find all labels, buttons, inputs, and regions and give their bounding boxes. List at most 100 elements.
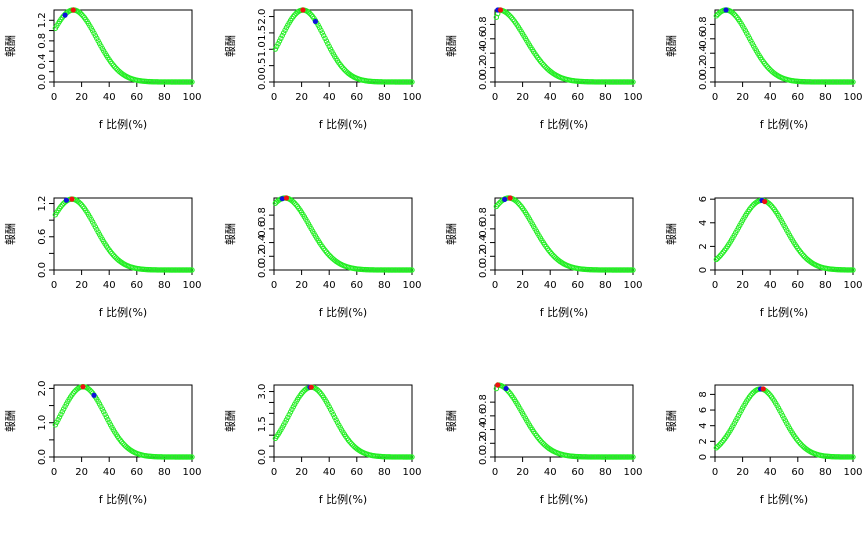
data-point xyxy=(316,24,323,31)
data-point xyxy=(630,79,636,85)
x-tick-label: 80 xyxy=(158,92,171,103)
chart-svg: 0 20 40 60 80 100 0.00.20.40.60.8 f 比例(%) 報酬 xyxy=(665,7,863,131)
x-axis-title: f 比例(%) xyxy=(540,117,588,131)
x-tick-label: 40 xyxy=(764,92,777,103)
x-tick-label: 0 xyxy=(271,280,277,291)
x-tick-label: 80 xyxy=(599,467,612,478)
data-point xyxy=(326,404,332,410)
chart-svg: 0 20 40 60 80 100 0.0 1.0 2.0 f 比例(%) 報酬 xyxy=(4,380,202,506)
y-tick-label: 0.8 xyxy=(257,207,268,223)
x-tick-label: 0 xyxy=(492,467,498,478)
x-tick-label: 20 xyxy=(75,467,88,478)
x-tick-label: 60 xyxy=(350,280,363,291)
data-point xyxy=(850,454,856,460)
x-tick-label: 40 xyxy=(323,467,336,478)
y-tick-label: 0.6 xyxy=(478,221,489,237)
data-point xyxy=(850,79,856,85)
y-tick-label: 0.2 xyxy=(698,60,709,76)
chart-panel-10: 0 20 40 60 80 100 0.0 1.5 3.0 f 比例(%) 報酬 xyxy=(220,375,437,546)
x-axis-title: f 比例(%) xyxy=(760,305,808,319)
y-axis-title: 報酬 xyxy=(665,223,678,245)
y-tick-label: 0.8 xyxy=(37,33,48,49)
y-tick-label: 0.2 xyxy=(478,248,489,264)
x-tick-label: 80 xyxy=(158,467,171,478)
data-point xyxy=(778,410,784,416)
data-point xyxy=(540,61,547,68)
x-tick-label: 60 xyxy=(350,92,363,103)
data-point xyxy=(734,415,740,421)
data-point xyxy=(797,441,804,447)
data-point xyxy=(103,414,110,420)
data-point xyxy=(58,411,64,418)
x-tick-label: 0 xyxy=(51,280,57,291)
x-axis-title: f 比例(%) xyxy=(319,305,367,319)
x-tick-label: 0 xyxy=(492,92,498,103)
data-point xyxy=(319,30,326,36)
data-point xyxy=(766,200,772,207)
x-tick-label: 20 xyxy=(295,92,308,103)
chart-svg: 0 20 40 60 80 100 0.0 0.6 1.2 f 比例(%) 報酬 xyxy=(4,196,202,319)
data-point xyxy=(100,409,107,415)
x-tick-label: 0 xyxy=(271,92,277,103)
data-point xyxy=(348,440,354,447)
x-tick-label: 20 xyxy=(75,280,88,291)
x-tick-label: 100 xyxy=(843,280,862,291)
y-tick-label: 0.6 xyxy=(478,408,489,424)
y-tick-label: 8 xyxy=(698,391,709,397)
x-tick-label: 20 xyxy=(295,467,308,478)
x-tick-label: 60 xyxy=(130,92,143,103)
highlight-point-red xyxy=(495,382,501,388)
data-point xyxy=(541,63,548,69)
y-tick-label: 0.4 xyxy=(37,53,48,69)
data-point xyxy=(59,409,65,415)
x-tick-label: 60 xyxy=(571,280,584,291)
plot-frame xyxy=(53,197,193,271)
y-axis-title: 報酬 xyxy=(224,223,237,245)
x-tick-label: 60 xyxy=(571,92,584,103)
highlight-point-blue xyxy=(63,197,70,203)
highlight-point-red xyxy=(283,195,290,201)
y-tick-label: 0.2 xyxy=(478,60,489,76)
data-point xyxy=(55,416,61,423)
data-point xyxy=(286,411,292,418)
highlight-point-blue xyxy=(723,7,729,13)
highlight-point-blue xyxy=(503,385,509,392)
data-point xyxy=(305,9,312,15)
highlight-point-blue xyxy=(91,392,97,398)
x-tick-label: 100 xyxy=(402,467,421,478)
data-point xyxy=(275,41,281,47)
x-tick-label: 100 xyxy=(623,467,642,478)
data-point xyxy=(325,41,331,47)
data-point xyxy=(716,442,722,448)
data-point xyxy=(630,267,636,273)
chart-panel-8: 0 20 40 60 80 100 0 2 4 6 f 比例(%) 報酬 xyxy=(661,188,868,359)
x-axis-title: f 比例(%) xyxy=(319,117,367,131)
y-tick-label: 2.0 xyxy=(37,380,48,396)
data-point xyxy=(76,199,82,205)
data-point xyxy=(409,267,415,273)
data-point xyxy=(315,387,321,394)
chart-svg: 0 20 40 60 80 100 0.0 0.4 0.8 1.2 f 比例(%) 報酬 xyxy=(4,7,202,131)
x-axis-title: f 比例(%) xyxy=(319,492,367,506)
data-point xyxy=(716,254,722,260)
data-point xyxy=(323,38,330,44)
chart-svg: 0 20 40 60 80 100 0.00.20.40.60.8 f 比例(%) 報酬 xyxy=(445,195,643,319)
plot-frame xyxy=(494,384,634,458)
y-axis-title: 報酬 xyxy=(445,410,458,432)
data-point xyxy=(99,406,106,412)
y-axis-title: 報酬 xyxy=(4,35,17,57)
data-point xyxy=(78,11,85,18)
x-tick-label: 80 xyxy=(378,467,391,478)
data-point xyxy=(796,439,802,445)
y-tick-label: 0.0 xyxy=(37,74,48,90)
x-tick-label: 40 xyxy=(103,467,116,478)
x-axis-title: f 比例(%) xyxy=(99,492,147,506)
y-axis-title: 報酬 xyxy=(445,223,458,245)
data-point xyxy=(409,79,415,85)
data-point xyxy=(280,30,287,36)
y-tick-label: 4 xyxy=(698,423,709,429)
data-point xyxy=(537,437,544,444)
chart-grid: 0 20 40 60 80 100 0.0 0.4 0.8 1.2 f 比例(%) 報酬 0 20 40 60… xyxy=(4,7,868,506)
data-point xyxy=(749,203,755,209)
y-tick-label: 1.0 xyxy=(257,41,268,57)
